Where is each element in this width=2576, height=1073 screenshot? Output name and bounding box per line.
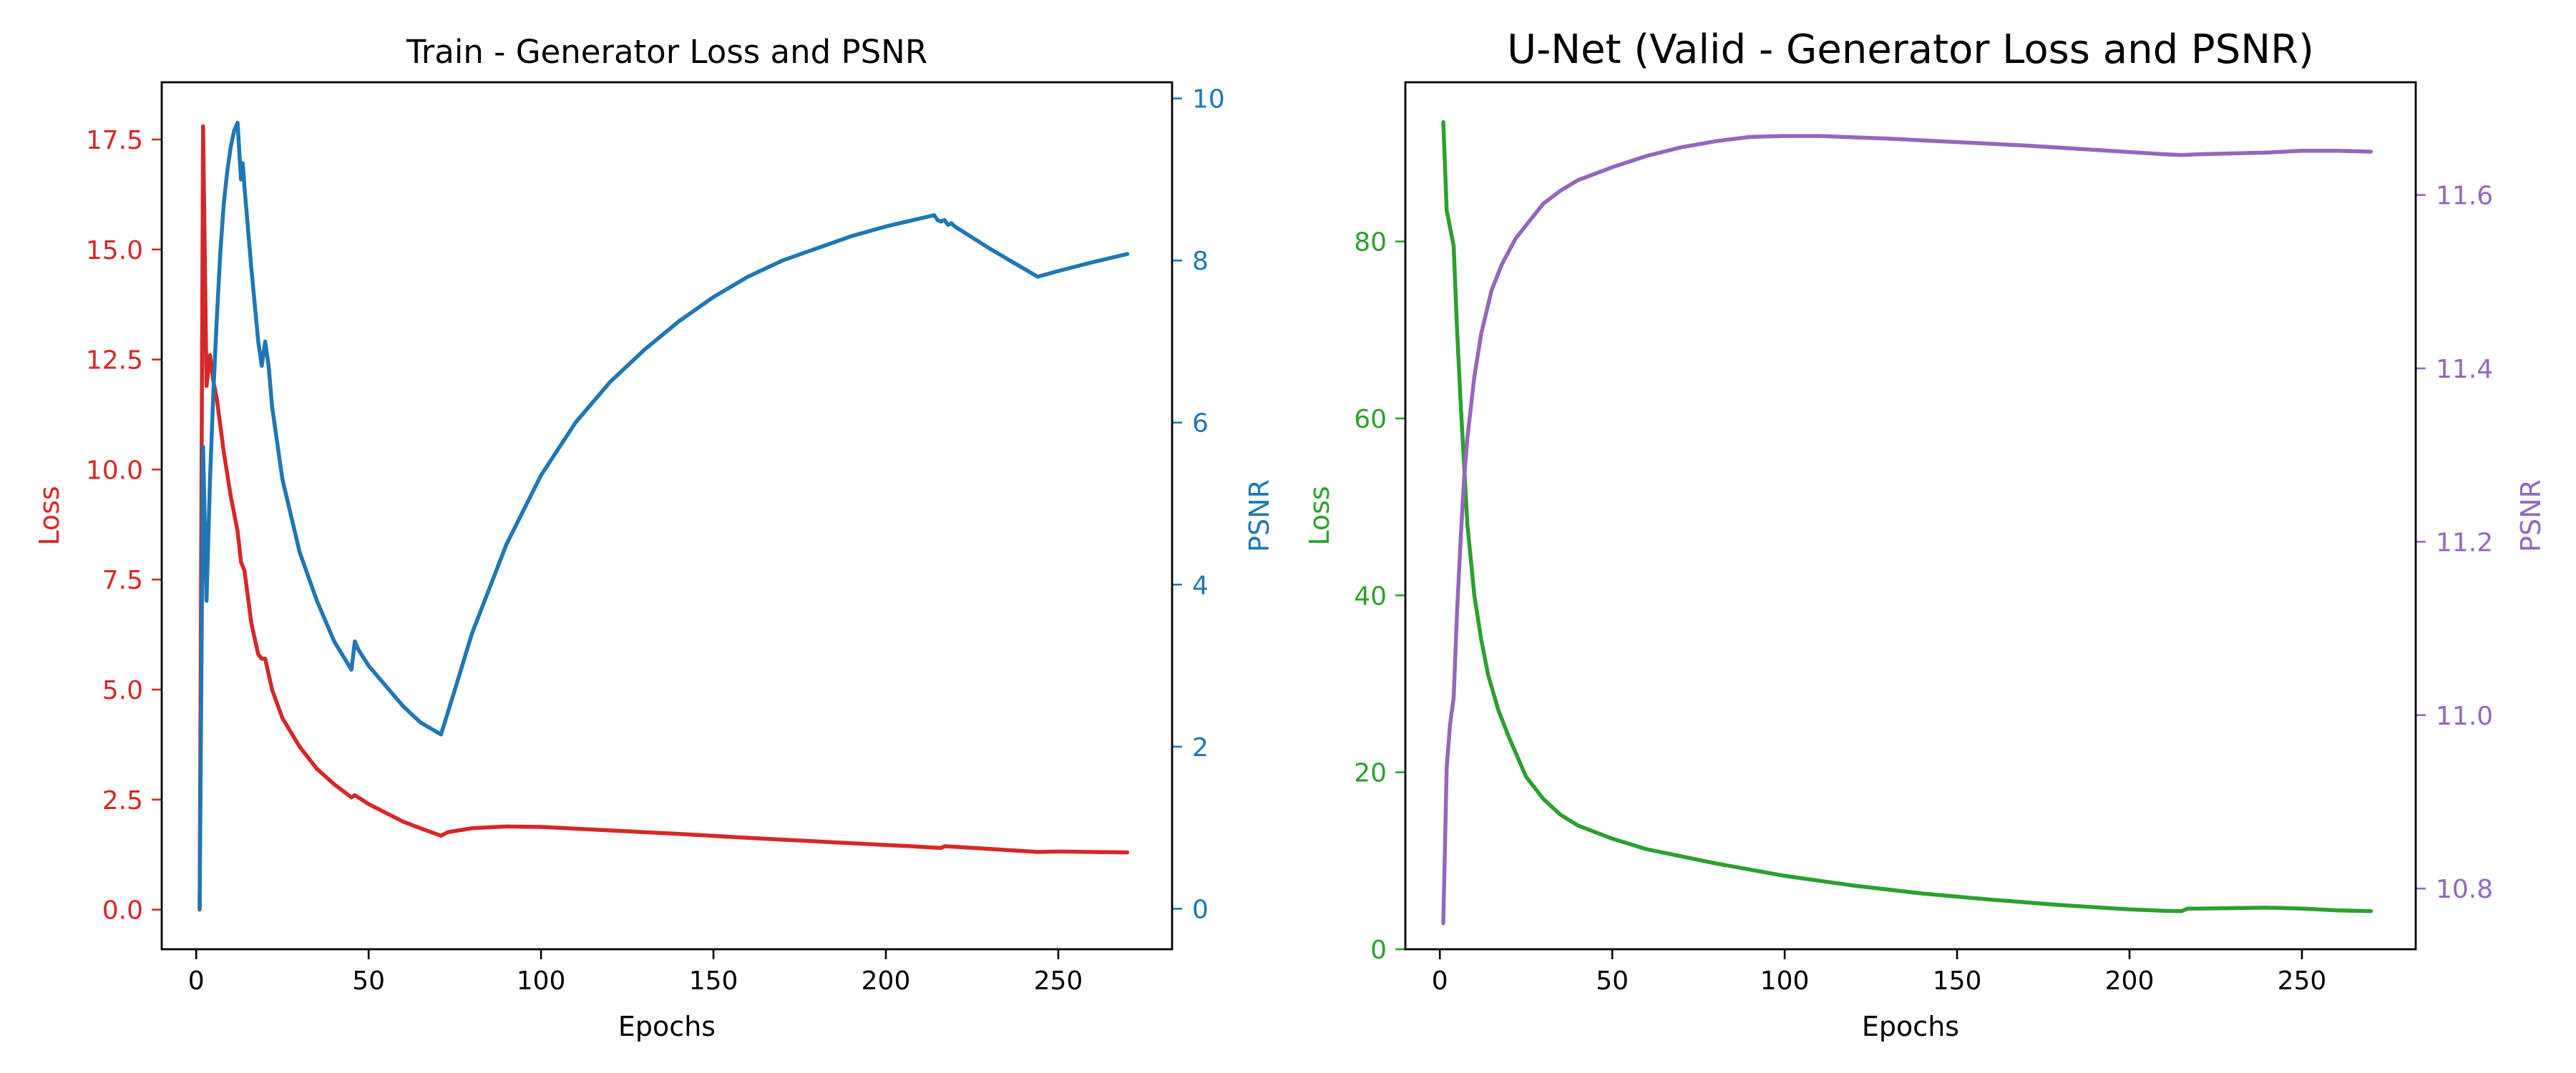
y2-tick-label: 6 bbox=[1192, 409, 1209, 438]
y-tick-label: 15.0 bbox=[86, 236, 143, 265]
psnr-series-line bbox=[197, 120, 1130, 911]
y-tick-label: 17.5 bbox=[86, 126, 143, 155]
y-tick-label: 7.5 bbox=[102, 566, 143, 595]
plot-frame bbox=[160, 81, 1174, 951]
chart-title: Train - Generator Loss and PSNR bbox=[406, 33, 927, 71]
x-tick-label: 200 bbox=[2105, 966, 2155, 996]
y2-tick-label: 10 bbox=[1192, 85, 1225, 114]
y-tick-label: 12.5 bbox=[86, 346, 143, 376]
y2-tick-label: 4 bbox=[1192, 571, 1209, 600]
x-tick-label: 150 bbox=[689, 966, 738, 996]
y-tick-label: 0 bbox=[1370, 936, 1387, 965]
y-tick-label: 5.0 bbox=[102, 676, 143, 705]
x-tick-label: 150 bbox=[1933, 966, 1982, 996]
y2-tick-label: 11.6 bbox=[2436, 182, 2493, 211]
y2-tick-label: 0 bbox=[1192, 895, 1209, 924]
y2-tick-label: 8 bbox=[1192, 247, 1209, 276]
psnr-series-line bbox=[1441, 134, 2373, 926]
loss-series-line bbox=[197, 124, 1130, 912]
x-tick-label: 0 bbox=[1432, 966, 1448, 996]
y-tick-label: 10.0 bbox=[86, 456, 143, 485]
x-tick-label: 250 bbox=[1034, 966, 1083, 996]
x-axis-label: Epochs bbox=[1862, 1011, 1959, 1042]
y2-tick-label: 11.0 bbox=[2436, 702, 2493, 731]
series-layer bbox=[1441, 119, 2373, 926]
tick-layer: 0 50 100 150 200 2500.02.55.07.510.012.515.01… bbox=[86, 85, 1225, 996]
chart-title: U-Net (Valid - Generator Loss and PSNR) bbox=[1507, 26, 2314, 73]
series-layer bbox=[197, 120, 1130, 912]
x-tick-label: 100 bbox=[1760, 966, 1810, 996]
x-tick-label: 50 bbox=[1596, 966, 1629, 996]
y-tick-label: 2.5 bbox=[102, 786, 143, 815]
y2-tick-label: 11.2 bbox=[2436, 528, 2493, 557]
x-axis-label: Epochs bbox=[618, 1011, 716, 1042]
tick-layer: 0 50 100 150 200 250 0 20 40 60 80 10.8 11.0 11.2 11.4… bbox=[1354, 182, 2493, 996]
plot-frame bbox=[1404, 81, 2417, 951]
y2-tick-label: 10.8 bbox=[2436, 875, 2493, 904]
y-axis-label: Loss bbox=[1304, 486, 1335, 545]
y-tick-label: 0.0 bbox=[102, 896, 143, 926]
x-tick-label: 0 bbox=[188, 966, 205, 996]
y-tick-label: 20 bbox=[1354, 759, 1387, 788]
x-tick-label: 250 bbox=[2278, 966, 2327, 996]
y2-tick-label: 11.4 bbox=[2436, 355, 2493, 384]
y-tick-label: 60 bbox=[1354, 405, 1387, 434]
y-tick-label: 40 bbox=[1354, 582, 1387, 611]
y2-axis-label: PSNR bbox=[2515, 479, 2547, 552]
y-tick-label: 80 bbox=[1354, 228, 1387, 258]
unet-valid-loss-psnr-chart: U-Net (Valid - Generator Loss and PSNR) … bbox=[1304, 26, 2547, 1042]
x-tick-label: 100 bbox=[517, 966, 566, 996]
x-tick-label: 50 bbox=[352, 966, 385, 996]
y-axis-label: Loss bbox=[34, 486, 65, 545]
train-loss-psnr-chart: Train - Generator Loss and PSNR 0 50 100 15… bbox=[34, 33, 1275, 1042]
x-tick-label: 200 bbox=[862, 966, 911, 996]
loss-series-line bbox=[1441, 119, 2373, 913]
y2-axis-label: PSNR bbox=[1244, 479, 1275, 552]
y2-tick-label: 2 bbox=[1192, 733, 1209, 763]
